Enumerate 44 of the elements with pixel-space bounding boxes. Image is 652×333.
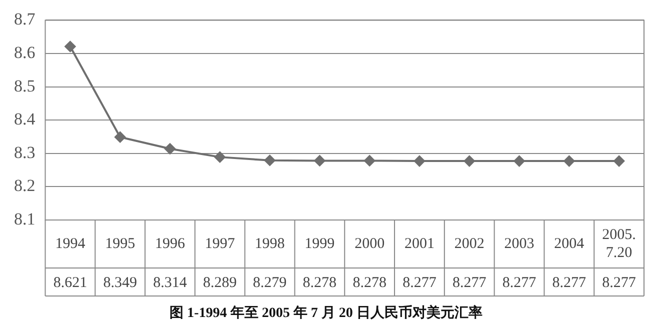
text: 图 1-1994 年至 2005 年 7 月 20 日人民币对美元汇率 [168, 304, 484, 322]
x-tick-label: 2001 [404, 236, 434, 252]
data-label: 8.621 [53, 274, 88, 291]
x-tick-label: 2003 [504, 236, 534, 252]
data-label: 8.314 [153, 274, 188, 291]
point [314, 155, 326, 166]
x-tick-label: 1994 [55, 236, 86, 252]
y-tick-label: 8.1 [14, 209, 36, 228]
x-tick-label: 2005.7.20 [602, 226, 636, 261]
x-tick-label: 1998 [254, 236, 285, 252]
x-tick-label: 2004 [554, 236, 585, 252]
y-tick-label: 8.7 [14, 10, 36, 29]
data-label: 8.289 [203, 274, 237, 291]
point [214, 152, 226, 163]
data-label: 8.277 [552, 274, 587, 291]
point [614, 156, 625, 167]
data-label: 8.277 [402, 274, 437, 291]
point [114, 132, 126, 143]
y-tick-label: 8.6 [14, 42, 36, 62]
data-label: 8.277 [602, 274, 636, 291]
point [464, 156, 475, 167]
y-tick-label: 8.3 [14, 142, 36, 162]
point [414, 156, 425, 167]
data-label: 8.278 [302, 274, 337, 291]
data-label: 8.279 [252, 274, 287, 291]
y-tick-label: 8.5 [14, 76, 36, 96]
point [514, 156, 525, 167]
point [364, 155, 376, 166]
x-tick-label: 2002 [454, 236, 484, 252]
point [264, 154, 276, 166]
data-label: 8.277 [452, 274, 487, 291]
x-tick-label: 2000 [354, 236, 385, 252]
point [164, 143, 176, 154]
data-label: 8.278 [352, 274, 386, 291]
x-tick-label: 1999 [304, 236, 335, 252]
point [64, 41, 76, 52]
x-tick-label: 1996 [154, 236, 186, 252]
data-label: 8.349 [103, 274, 137, 291]
point [564, 156, 575, 167]
x-tick-label: 1995 [105, 236, 136, 252]
y-tick-label: 8.4 [14, 110, 36, 129]
data-label: 8.277 [502, 274, 537, 291]
y-tick-label: 8.2 [14, 176, 36, 196]
x-tick-label: 1997 [204, 236, 236, 252]
